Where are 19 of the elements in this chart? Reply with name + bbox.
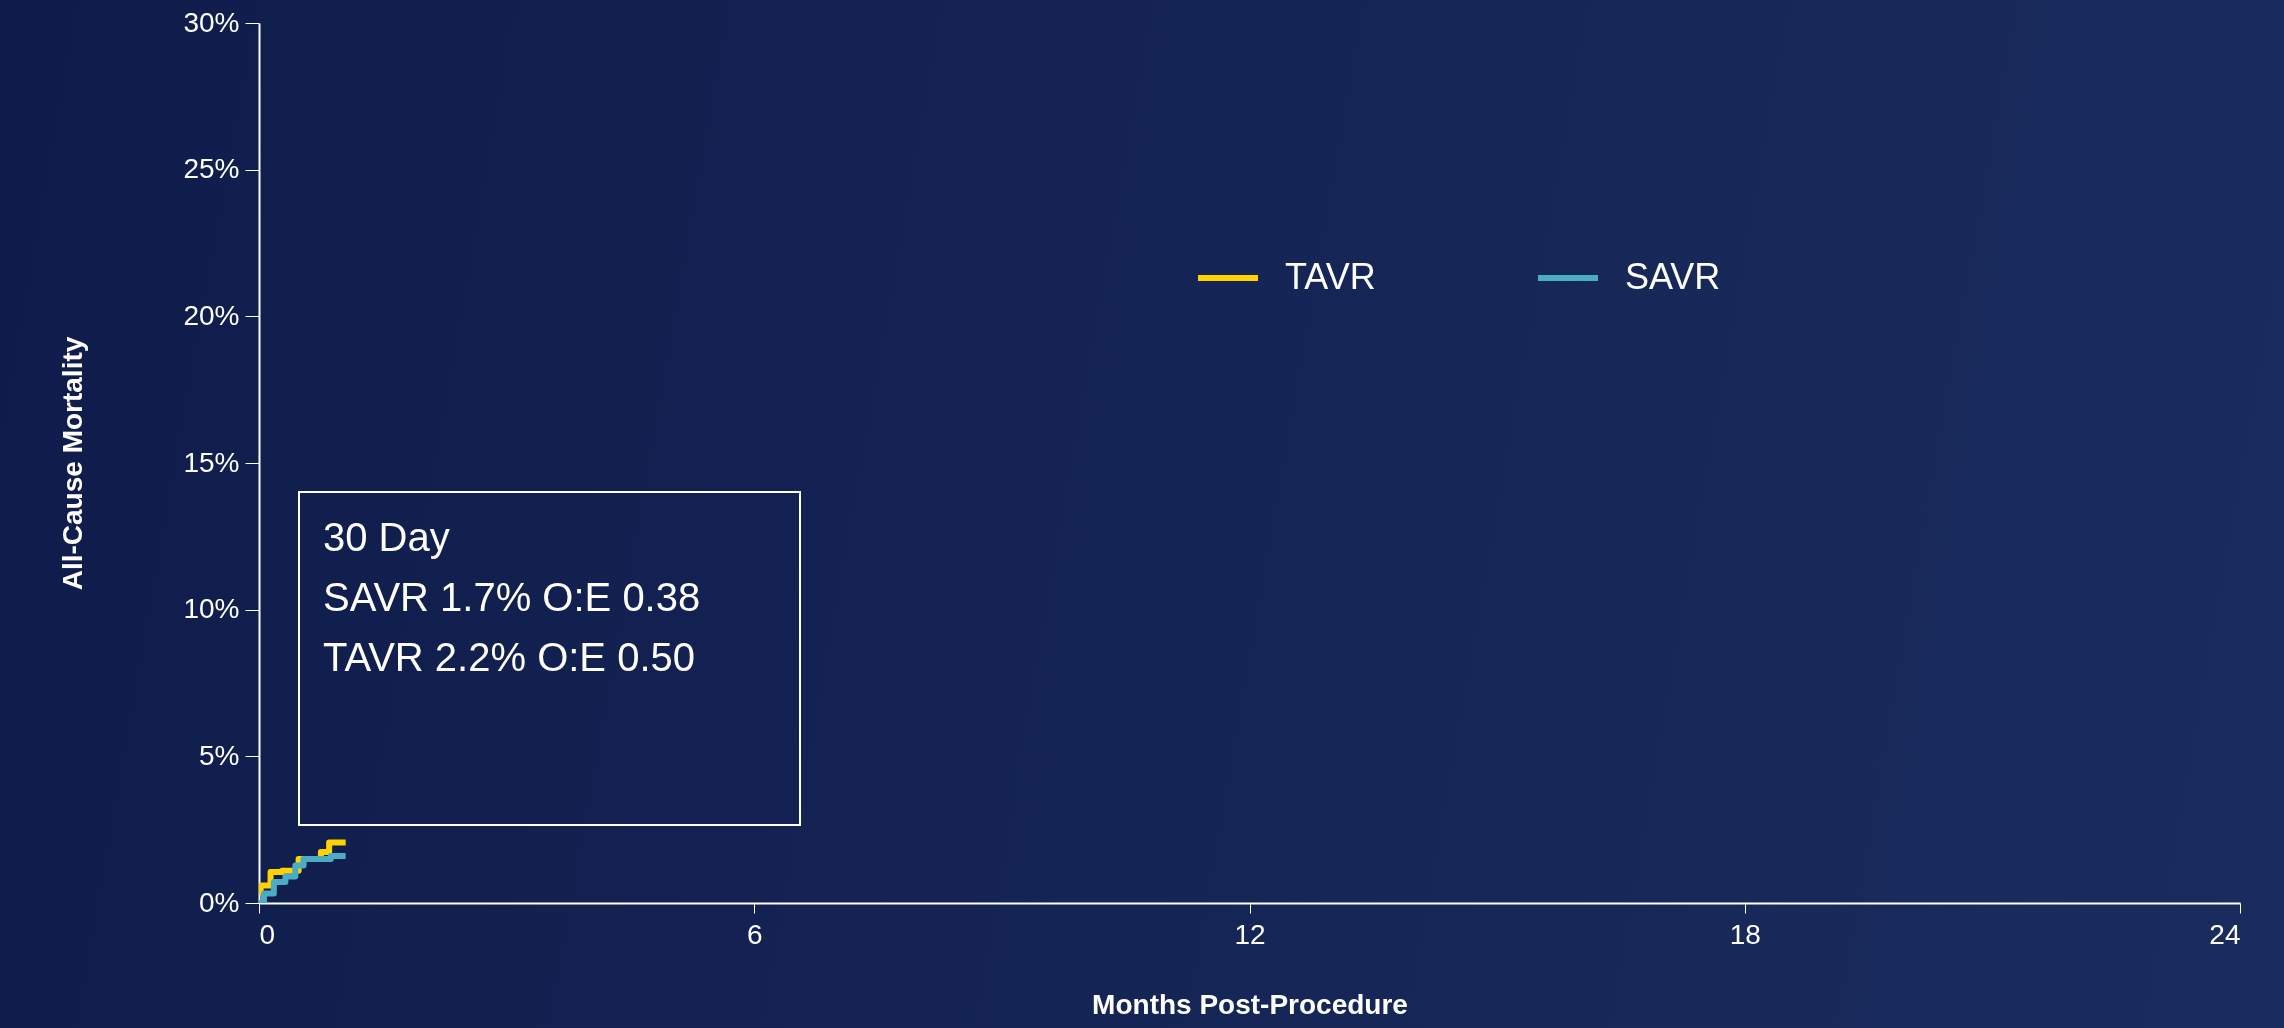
annotation: SAVR 1.7% O:E 0.38 [323, 575, 701, 619]
y-tick-label: 20% [183, 299, 240, 331]
x-tick-label: 12 [1234, 918, 1266, 950]
x-tick-label: 6 [746, 918, 763, 950]
legend-label: SAVR [1625, 256, 1721, 297]
x-tick-label: 0 [259, 918, 276, 950]
y-tick-label: 30% [183, 6, 240, 38]
y-tick-label: 5% [199, 739, 240, 771]
x-tick-label: 18 [1729, 918, 1761, 950]
x-tick-label: 24 [2209, 918, 2241, 950]
annotation: 30 Day [323, 515, 450, 559]
annotation: TAVR 2.2% O:E 0.50 [323, 635, 696, 679]
y-tick-label: 25% [183, 153, 240, 185]
y-axis-title: All-Cause Mortality [57, 336, 89, 591]
x-axis-title: Months Post-Procedure [1092, 988, 1408, 1020]
y-tick-label: 10% [183, 593, 240, 625]
legend-label: TAVR [1285, 256, 1376, 297]
y-tick-label: 15% [183, 446, 240, 478]
y-tick-label: 0% [199, 886, 240, 918]
